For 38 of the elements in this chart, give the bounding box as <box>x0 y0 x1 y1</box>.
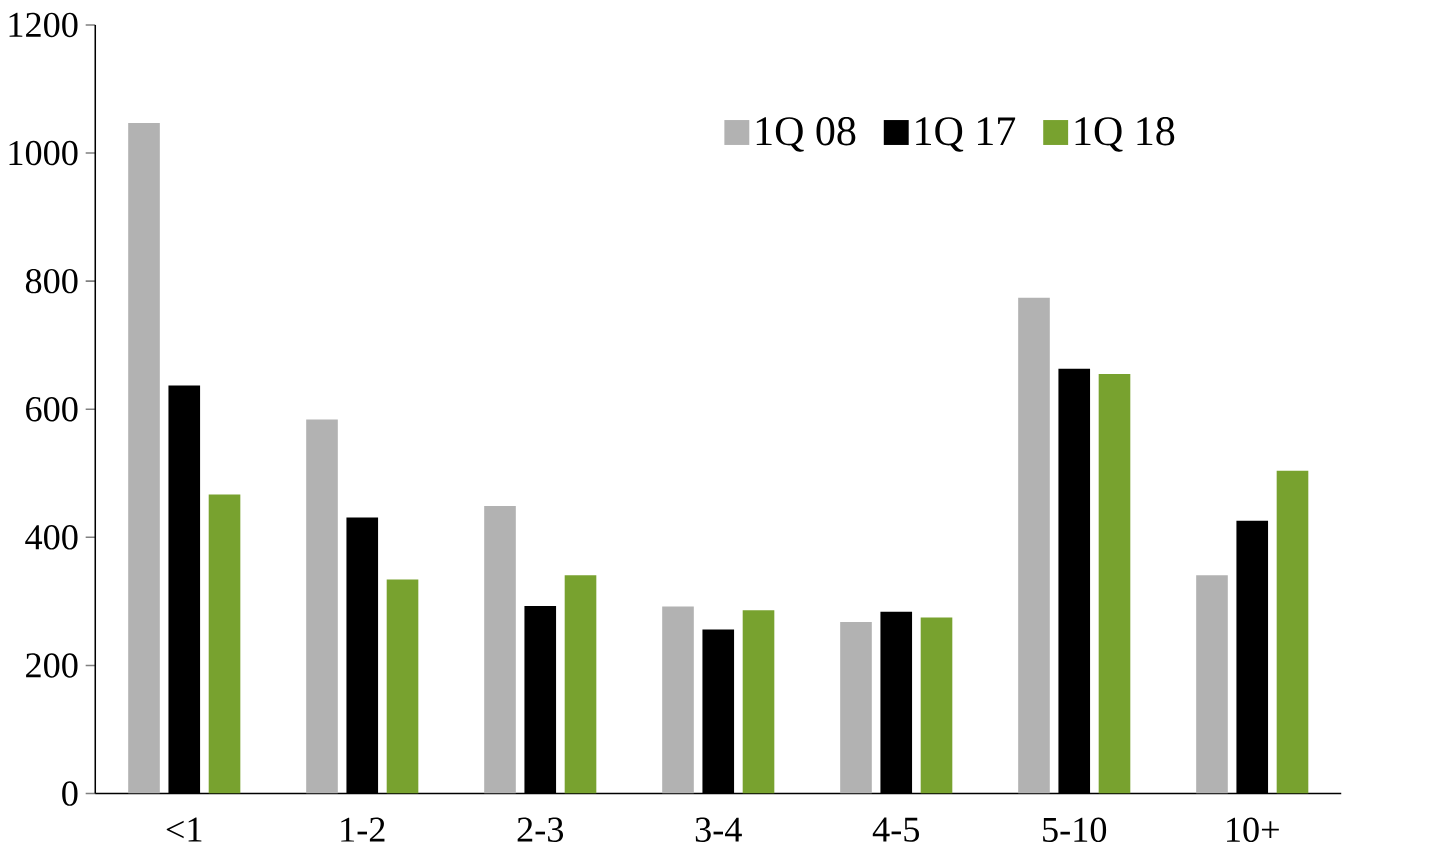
bar <box>168 385 201 794</box>
bar <box>880 611 913 794</box>
bar <box>840 622 872 794</box>
x-tick-label: 3-4 <box>695 817 742 843</box>
bar <box>1196 575 1228 794</box>
x-tick-label: 2-3 <box>517 817 564 843</box>
y-tick-label: 600 <box>26 397 78 422</box>
bar <box>1276 470 1309 794</box>
bar <box>564 575 597 794</box>
x-tick-label: 1-2 <box>341 817 385 842</box>
y-tick-label: 800 <box>25 269 78 294</box>
bar <box>346 517 379 794</box>
y-tick-label: 0 <box>62 781 78 806</box>
bar <box>702 629 735 794</box>
legend-label: 1Q 17 <box>916 117 1016 152</box>
bar <box>306 419 338 794</box>
bar <box>1098 374 1131 794</box>
legend-label: 1Q 18 <box>1075 117 1175 153</box>
bar <box>128 123 160 794</box>
x-tick-label: 10+ <box>1227 817 1279 843</box>
bar <box>524 606 557 794</box>
x-tick-label: 4-5 <box>872 817 919 842</box>
bar <box>484 506 516 794</box>
bar <box>920 617 953 794</box>
bar <box>742 610 775 794</box>
x-tick-label: <1 <box>166 817 202 842</box>
bar <box>662 606 694 794</box>
y-tick-label: 400 <box>25 525 78 550</box>
y-tick-label: 200 <box>26 653 78 678</box>
bar <box>386 579 419 794</box>
y-tick-label: 1000 <box>9 140 78 166</box>
legend-label: 1Q 08 <box>756 117 856 153</box>
bar <box>1018 297 1050 794</box>
y-tick-label: 1200 <box>9 12 78 38</box>
bar <box>208 494 241 794</box>
bar <box>1058 369 1091 794</box>
x-tick-label: 5-10 <box>1043 817 1107 843</box>
bar <box>1236 520 1269 794</box>
